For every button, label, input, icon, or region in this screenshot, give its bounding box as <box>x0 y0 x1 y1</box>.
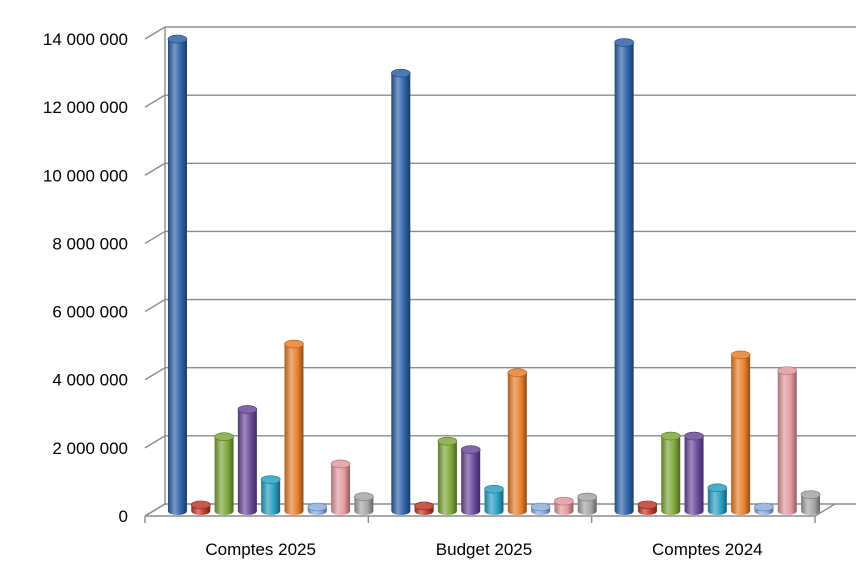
bar-top <box>237 405 258 414</box>
bar <box>307 502 328 515</box>
bar-top <box>437 436 458 446</box>
bar-top <box>167 34 188 44</box>
bar-top <box>284 339 304 349</box>
bar-top <box>754 502 774 512</box>
gridline-side <box>144 298 166 313</box>
x-category-label: Comptes 2025 <box>205 540 316 559</box>
bar-top <box>390 68 411 78</box>
bar-top <box>460 445 481 454</box>
bar <box>660 431 681 515</box>
bar-top <box>684 431 704 441</box>
y-axis-tick-labels: 0 2 000 000 4 000 000 6 000 000 8 000 000 10 … <box>43 30 128 526</box>
x-category-label: Comptes 2024 <box>652 540 763 559</box>
bar-body <box>261 479 281 515</box>
bar <box>730 350 751 515</box>
bar <box>330 459 351 515</box>
bar-body <box>661 436 681 515</box>
bar <box>707 483 728 515</box>
y-tick-label: 12 000 000 <box>43 98 128 117</box>
y-tick-label: 6 000 000 <box>52 303 128 322</box>
bar <box>260 475 281 515</box>
bar-top <box>530 502 551 512</box>
bar-body <box>237 409 257 515</box>
bar-body <box>391 73 411 516</box>
bar <box>167 34 188 515</box>
bar <box>554 496 574 515</box>
bar-body <box>284 344 304 515</box>
gridline-side <box>144 230 166 245</box>
bar <box>530 502 551 515</box>
bar-top <box>507 368 528 377</box>
x-category-label: Budget 2025 <box>436 540 532 559</box>
y-tick-label: 4 000 000 <box>52 371 128 390</box>
y-tick-label: 10 000 000 <box>43 166 128 185</box>
y-tick-label: 8 000 000 <box>52 234 128 253</box>
bar-top <box>414 501 434 511</box>
bar-body <box>354 496 374 515</box>
bar <box>800 490 821 515</box>
bar <box>284 339 304 515</box>
bar-body <box>437 441 457 515</box>
bar <box>354 492 374 515</box>
bar-body <box>801 494 821 515</box>
gridline-side <box>144 503 166 517</box>
bar-top <box>730 350 751 360</box>
bar-top <box>214 432 234 442</box>
gridline-side <box>144 435 166 449</box>
bar-body <box>707 487 727 515</box>
bar-body <box>507 372 527 515</box>
bar <box>684 431 704 515</box>
bars <box>167 34 821 516</box>
bar-top <box>614 38 634 47</box>
bar <box>637 500 658 515</box>
gridline-side <box>144 94 166 108</box>
bar-body <box>684 436 704 515</box>
bar-top <box>484 484 504 494</box>
bar <box>190 500 211 515</box>
bar <box>214 432 234 515</box>
bar-top <box>800 490 821 499</box>
bar-top <box>307 502 328 512</box>
bar-top <box>707 483 728 493</box>
bar <box>614 38 634 516</box>
y-tick-label: 2 000 000 <box>52 439 128 458</box>
bar <box>777 366 798 515</box>
bar <box>414 501 434 515</box>
bar-body <box>214 436 234 515</box>
bar-body <box>614 42 634 516</box>
bar <box>484 484 504 515</box>
bar-top <box>660 431 681 441</box>
bar-top <box>330 459 351 469</box>
bar-top <box>354 492 374 501</box>
x-axis-category-labels: Comptes 2025 Budget 2025 Comptes 2024 <box>205 540 762 559</box>
bar-top <box>637 500 658 510</box>
gridline-side <box>144 162 166 176</box>
bar-body <box>577 497 597 515</box>
y-tick-label: 14 000 000 <box>43 30 128 49</box>
y-tick-label: 0 <box>119 507 128 526</box>
bar <box>437 436 458 515</box>
bar <box>237 405 258 515</box>
bar <box>390 68 411 516</box>
bar-top <box>190 500 211 510</box>
gridline-side <box>144 367 166 381</box>
bar <box>460 445 481 515</box>
bar-top <box>777 366 798 375</box>
bar-body <box>484 489 504 515</box>
bar <box>507 368 528 515</box>
bar-top <box>554 496 574 506</box>
bar-body <box>461 449 481 515</box>
bar-body <box>167 39 187 515</box>
bar-body <box>731 354 751 515</box>
gridline-side <box>144 26 166 40</box>
bar-top <box>577 492 598 502</box>
bar-body <box>331 463 351 515</box>
bar-top <box>260 475 281 484</box>
bar <box>577 492 598 515</box>
bar-body <box>777 370 797 515</box>
bar <box>754 502 774 515</box>
